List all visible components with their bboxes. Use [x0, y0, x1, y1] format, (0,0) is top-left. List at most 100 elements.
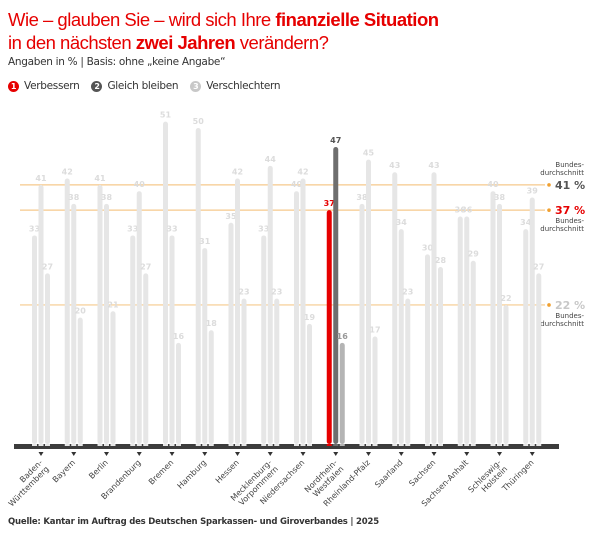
- bar-value-label: 38: [356, 193, 368, 202]
- bar-value-label: 35: [225, 212, 237, 221]
- tick-marker: [333, 452, 339, 456]
- bar-foot: [392, 444, 398, 446]
- bar-value-label: 33: [127, 224, 138, 233]
- bar-value-label: 27: [140, 262, 151, 271]
- legend-item-verschlechtern: 3 Verschlechtern: [190, 80, 281, 92]
- bar: [431, 172, 437, 445]
- bar-foot: [339, 444, 345, 446]
- bar-foot: [77, 444, 83, 446]
- bar: [32, 235, 37, 444]
- category-label-line: Sachsen: [407, 458, 437, 488]
- chart-title: Wie – glauben Sie – wird sich Ihre finan…: [8, 8, 439, 54]
- bar-value-label: 28: [435, 256, 447, 265]
- bar-foot: [71, 444, 77, 446]
- tick-marker: [497, 452, 502, 456]
- legend-label: Gleich bleiben: [107, 80, 179, 92]
- bar-value-label: 31: [199, 237, 211, 246]
- tick-marker: [38, 452, 44, 456]
- category-label: Berlin: [87, 458, 110, 481]
- bar-value-label: 34: [520, 218, 532, 227]
- bar-foot: [261, 444, 267, 446]
- tick-marker: [169, 452, 175, 456]
- bar-value-label: 27: [533, 262, 544, 271]
- bar: [438, 267, 443, 444]
- tick-marker: [529, 452, 535, 456]
- tick-marker: [267, 452, 273, 456]
- x-axis-baseline: [14, 444, 559, 449]
- reference-caption: Bundes-: [555, 161, 584, 169]
- bar-value-label: 16: [173, 332, 185, 341]
- bar-value-label: 23: [402, 288, 413, 297]
- bar: [523, 229, 529, 444]
- bar-foot: [438, 444, 443, 446]
- bar-foot: [110, 444, 116, 446]
- bar-value-label: 42: [297, 168, 308, 177]
- title-emphasis: finanzielle Situation: [275, 9, 439, 30]
- reference-caption: Bundes-: [555, 217, 584, 225]
- bar-foot: [497, 444, 502, 446]
- bar-foot: [45, 444, 50, 446]
- bar: [497, 203, 502, 444]
- bar: [195, 128, 201, 444]
- category-label: Saarland: [373, 458, 404, 489]
- bar-value-label: 39: [527, 187, 539, 196]
- title-emphasis: zwei Jahren: [135, 32, 236, 53]
- bar-value-label: 19: [304, 313, 316, 322]
- bar: [372, 336, 378, 444]
- bar: [261, 235, 267, 444]
- bar-foot: [470, 444, 476, 446]
- bar-foot: [241, 444, 247, 446]
- bar-foot: [136, 444, 142, 446]
- bar-value-label: 23: [238, 288, 249, 297]
- bar-foot: [359, 444, 365, 446]
- bar: [536, 273, 542, 444]
- bar: [503, 304, 509, 444]
- bar: [130, 235, 136, 444]
- category-label: Bremen: [147, 458, 176, 487]
- bar-foot: [425, 444, 430, 446]
- bar-foot: [38, 444, 44, 446]
- bar: [333, 146, 339, 444]
- bar: [77, 317, 83, 444]
- bar: [470, 260, 476, 444]
- category-label: Thüringen: [500, 458, 536, 494]
- bar-foot: [536, 444, 542, 446]
- bar-value-label: 37: [324, 199, 335, 208]
- tick-marker: [366, 452, 371, 456]
- bar: [163, 121, 168, 445]
- bar: [490, 191, 496, 444]
- legend-label: Verbessern: [24, 80, 80, 92]
- bar-foot: [104, 444, 109, 446]
- bar-value-label: 33: [29, 224, 40, 233]
- bar-value-label: 23: [271, 288, 282, 297]
- legend-label: Verschlechtern: [206, 80, 281, 92]
- chart-subtitle: Angaben in % | Basis: ohne „keine Angabe…: [8, 56, 226, 68]
- tick-marker: [104, 452, 109, 456]
- bar-foot: [326, 444, 332, 446]
- bar-foot: [130, 444, 136, 446]
- bar-value-label: 18: [206, 319, 218, 328]
- bar-foot: [228, 444, 234, 446]
- bar-value-label: 50: [193, 117, 205, 126]
- bar-value-label: 51: [160, 111, 172, 120]
- tick-marker: [431, 452, 437, 456]
- tick-marker: [71, 452, 77, 456]
- bar-foot: [366, 444, 371, 446]
- bar-value-label: 27: [42, 262, 53, 271]
- bar-foot: [143, 444, 149, 446]
- tick-marker: [136, 452, 142, 456]
- bar: [294, 191, 299, 444]
- bar: [202, 248, 208, 444]
- bar: [71, 203, 77, 444]
- bar-foot: [300, 444, 306, 446]
- bar: [326, 210, 332, 444]
- bar: [307, 323, 312, 444]
- bar-foot: [235, 444, 240, 446]
- bar-value-label: 44: [265, 155, 277, 164]
- tick-marker: [202, 452, 208, 456]
- bar-foot: [267, 444, 273, 446]
- bar: [339, 342, 345, 444]
- category-label: Schleswig-Holstein: [466, 458, 509, 495]
- bar: [143, 273, 149, 444]
- bar: [169, 235, 175, 444]
